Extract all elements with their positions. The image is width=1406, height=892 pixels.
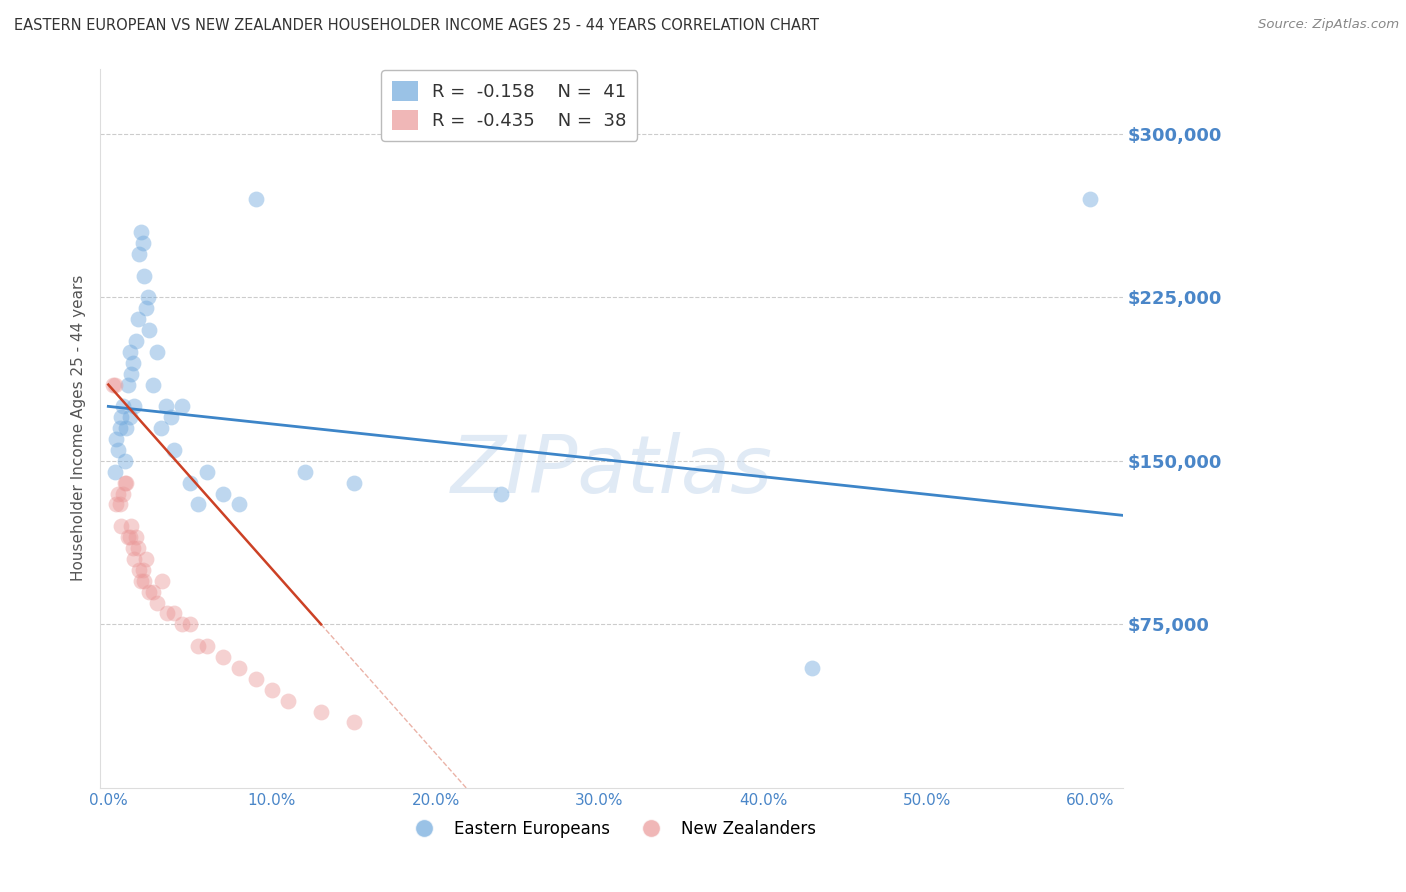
Text: EASTERN EUROPEAN VS NEW ZEALANDER HOUSEHOLDER INCOME AGES 25 - 44 YEARS CORRELAT: EASTERN EUROPEAN VS NEW ZEALANDER HOUSEH… — [14, 18, 820, 33]
Point — [163, 607, 186, 621]
Point — [179, 475, 201, 490]
Point — [128, 563, 150, 577]
Point — [138, 323, 160, 337]
Point — [141, 584, 163, 599]
Point — [112, 486, 135, 500]
Point — [104, 465, 127, 479]
Point — [118, 410, 141, 425]
Point — [105, 432, 128, 446]
Point — [124, 552, 146, 566]
Point — [129, 574, 152, 588]
Point — [155, 400, 177, 414]
Point — [104, 377, 127, 392]
Point — [146, 596, 169, 610]
Point — [118, 530, 141, 544]
Point — [170, 617, 193, 632]
Point — [120, 519, 142, 533]
Text: ZIPatlas: ZIPatlas — [450, 433, 773, 510]
Point — [103, 377, 125, 392]
Point — [108, 421, 131, 435]
Point — [125, 334, 148, 348]
Point — [128, 247, 150, 261]
Legend: Eastern Europeans, New Zealanders: Eastern Europeans, New Zealanders — [401, 813, 823, 844]
Point — [195, 639, 218, 653]
Point — [141, 377, 163, 392]
Point — [114, 475, 136, 490]
Point — [179, 617, 201, 632]
Point — [135, 552, 157, 566]
Point — [134, 574, 156, 588]
Point — [117, 377, 139, 392]
Point — [163, 442, 186, 457]
Point — [294, 465, 316, 479]
Point — [135, 301, 157, 316]
Point — [156, 607, 179, 621]
Point — [170, 400, 193, 414]
Point — [228, 661, 250, 675]
Point — [228, 498, 250, 512]
Point — [195, 465, 218, 479]
Point — [129, 225, 152, 239]
Point — [124, 400, 146, 414]
Point — [121, 541, 143, 555]
Point — [105, 498, 128, 512]
Point — [127, 541, 149, 555]
Point — [309, 705, 332, 719]
Point — [277, 693, 299, 707]
Point — [159, 410, 181, 425]
Point — [131, 563, 153, 577]
Point — [112, 400, 135, 414]
Point — [120, 367, 142, 381]
Text: Source: ZipAtlas.com: Source: ZipAtlas.com — [1258, 18, 1399, 31]
Point — [117, 530, 139, 544]
Point — [801, 661, 824, 675]
Point — [115, 421, 138, 435]
Point — [108, 498, 131, 512]
Point — [245, 672, 267, 686]
Point — [110, 519, 132, 533]
Point — [127, 312, 149, 326]
Point — [115, 475, 138, 490]
Point — [121, 356, 143, 370]
Point — [131, 235, 153, 250]
Point — [343, 475, 366, 490]
Point — [1078, 192, 1101, 206]
Point — [114, 454, 136, 468]
Point — [187, 498, 209, 512]
Point — [187, 639, 209, 653]
Point — [150, 574, 173, 588]
Point — [107, 486, 129, 500]
Point — [110, 410, 132, 425]
Point — [118, 344, 141, 359]
Point — [489, 486, 512, 500]
Point — [136, 290, 159, 304]
Point — [149, 421, 172, 435]
Y-axis label: Householder Income Ages 25 - 44 years: Householder Income Ages 25 - 44 years — [72, 275, 86, 582]
Point — [343, 715, 366, 730]
Point — [134, 268, 156, 283]
Point — [107, 442, 129, 457]
Point — [138, 584, 160, 599]
Point — [212, 486, 235, 500]
Point — [146, 344, 169, 359]
Point — [260, 682, 283, 697]
Point — [212, 650, 235, 665]
Point — [125, 530, 148, 544]
Point — [245, 192, 267, 206]
